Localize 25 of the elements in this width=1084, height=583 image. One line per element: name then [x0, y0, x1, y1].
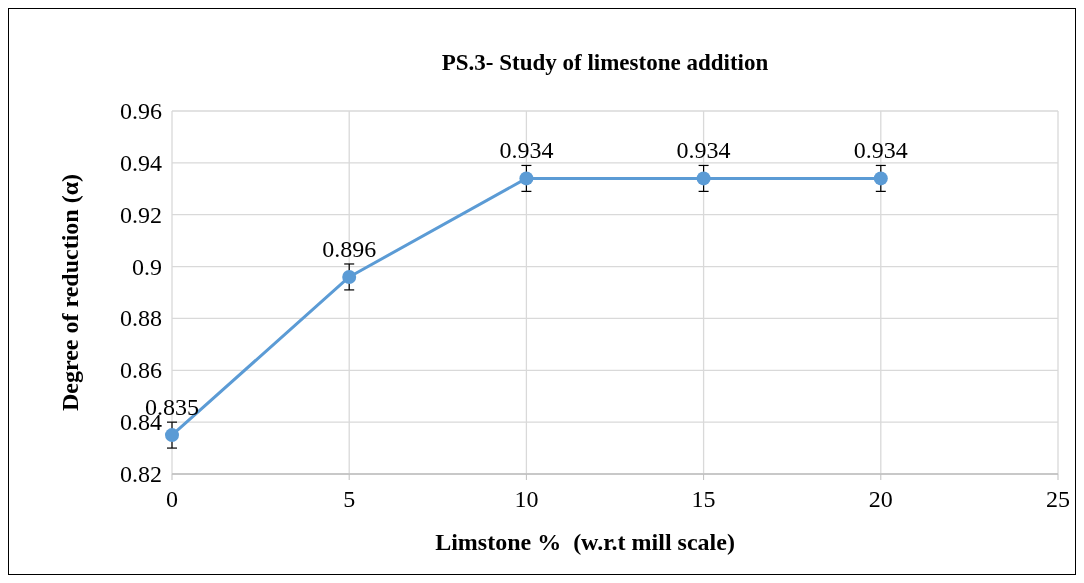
y-tick-label: 0.92 — [120, 201, 162, 228]
y-tick-label: 0.88 — [120, 305, 162, 332]
data-label: 0.896 — [322, 235, 377, 262]
chart-title: PS.3- Study of limestone addition — [441, 50, 769, 75]
point — [873, 171, 888, 186]
data-label: 0.934 — [499, 137, 554, 164]
x-tick-label: 25 — [1046, 486, 1070, 512]
x-tick-label: 0 — [166, 486, 178, 512]
y-tick-label: 0.86 — [120, 357, 162, 384]
data-label: 0.934 — [853, 137, 908, 164]
x-tick-label: 15 — [691, 486, 716, 512]
y-tick-label: 0.82 — [120, 461, 162, 487]
point — [696, 171, 711, 186]
y-tick-label: 0.94 — [120, 149, 162, 176]
x-tick-label: 10 — [514, 486, 539, 512]
point — [342, 269, 357, 284]
y-tick-label: 0.9 — [132, 253, 162, 280]
data-label: 0.934 — [676, 137, 731, 164]
point — [165, 428, 179, 443]
y-tick-label: 0.96 — [120, 98, 162, 124]
x-axis-title: Limstone % (w.r.t mill scale) — [435, 529, 735, 555]
point — [519, 171, 534, 186]
x-tick-label: 20 — [868, 486, 893, 512]
y-axis-title: Degree of reduction (α) — [57, 173, 83, 412]
x-tick-label: 5 — [343, 486, 356, 512]
